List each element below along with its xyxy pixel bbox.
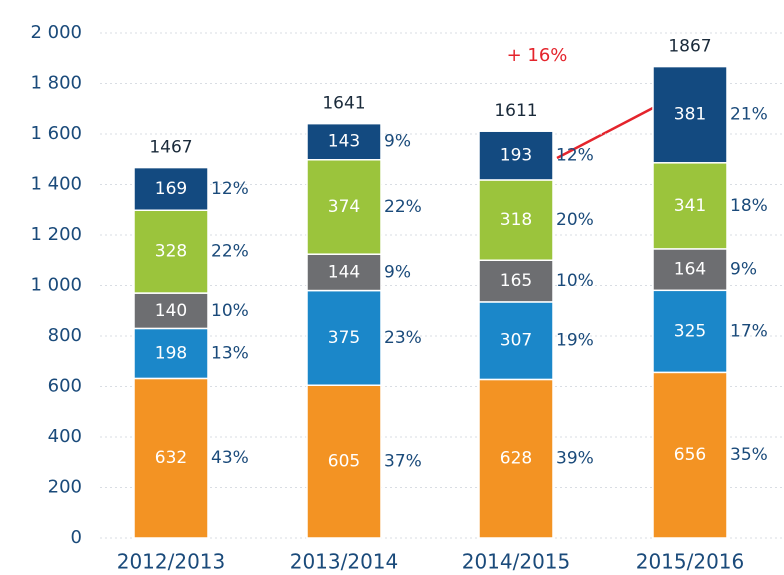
percent-label: 18%: [730, 196, 768, 216]
total-label: 1641: [322, 94, 365, 114]
value-label: 341: [674, 196, 706, 216]
percent-label: 13%: [211, 343, 249, 363]
value-label: 628: [500, 449, 532, 469]
total-label: 1867: [668, 37, 711, 57]
value-label: 381: [674, 105, 706, 125]
x-tick-label: 2015/2016: [636, 550, 745, 574]
percent-label: 23%: [384, 328, 422, 348]
bar-segment: [478, 130, 554, 181]
percent-label: 9%: [730, 260, 757, 280]
bar-segment: [133, 377, 209, 539]
y-tick-label: 1 400: [30, 174, 82, 195]
y-tick-label: 1 600: [30, 123, 82, 144]
percent-label: 21%: [730, 105, 768, 125]
percent-label: 43%: [211, 448, 249, 468]
value-label: 169: [155, 179, 187, 199]
bar-segment: [652, 248, 728, 292]
value-label: 307: [500, 331, 532, 351]
bar-segment: [652, 371, 728, 539]
x-tick-label: 2014/2015: [462, 550, 571, 574]
y-tick-label: 200: [48, 477, 82, 498]
y-tick-label: 2 000: [30, 22, 82, 43]
percent-label: 22%: [384, 197, 422, 217]
bar-segment: [306, 289, 382, 386]
value-label: 143: [328, 132, 360, 152]
percent-label: 17%: [730, 321, 768, 341]
value-label: 375: [328, 328, 360, 348]
x-tick-label: 2012/2013: [117, 550, 226, 574]
value-label: 164: [674, 260, 706, 280]
bar-segment: [306, 384, 382, 539]
value-label: 374: [328, 197, 360, 217]
bar-segment: [133, 209, 209, 294]
value-label: 632: [155, 448, 187, 468]
bar-segment: [652, 65, 728, 164]
value-label: 325: [674, 321, 706, 341]
percent-label: 9%: [384, 132, 411, 152]
x-tick-label: 2013/2014: [290, 550, 399, 574]
bar-segment: [652, 289, 728, 374]
bar-segment: [478, 179, 554, 261]
value-label: 328: [155, 242, 187, 262]
percent-label: 39%: [556, 449, 594, 469]
percent-label: 20%: [556, 210, 594, 230]
percent-label: 37%: [384, 452, 422, 472]
bar-segment: [478, 301, 554, 381]
bar-segment: [133, 292, 209, 330]
bar-segment: [478, 378, 554, 539]
percent-label: 35%: [730, 445, 768, 465]
y-tick-label: 600: [48, 376, 82, 397]
percent-label: 10%: [211, 301, 249, 321]
percent-label: 12%: [211, 179, 249, 199]
y-tick-label: 1 200: [30, 224, 82, 245]
percent-label: 12%: [556, 146, 594, 166]
annotation: + 16%: [507, 45, 568, 66]
value-label: 165: [500, 271, 532, 291]
value-label: 144: [328, 262, 360, 282]
value-label: 193: [500, 146, 532, 166]
bar-segment: [306, 122, 382, 161]
value-label: 198: [155, 343, 187, 363]
bar-segment: [306, 253, 382, 292]
y-tick-label: 0: [71, 527, 82, 548]
value-label: 140: [155, 301, 187, 321]
y-tick-label: 1 800: [30, 73, 82, 94]
value-label: 318: [500, 210, 532, 230]
y-tick-label: 800: [48, 325, 82, 346]
percent-label: 9%: [384, 262, 411, 282]
y-tick-label: 1 000: [30, 275, 82, 296]
total-label: 1467: [149, 138, 192, 158]
value-label: 656: [674, 445, 706, 465]
bar-segment: [652, 162, 728, 250]
value-label: 605: [328, 452, 360, 472]
percent-label: 10%: [556, 271, 594, 291]
y-tick-label: 400: [48, 426, 82, 447]
total-label: 1611: [494, 101, 537, 121]
percent-label: 22%: [211, 242, 249, 262]
percent-label: 19%: [556, 331, 594, 351]
bar-segment: [133, 166, 209, 212]
